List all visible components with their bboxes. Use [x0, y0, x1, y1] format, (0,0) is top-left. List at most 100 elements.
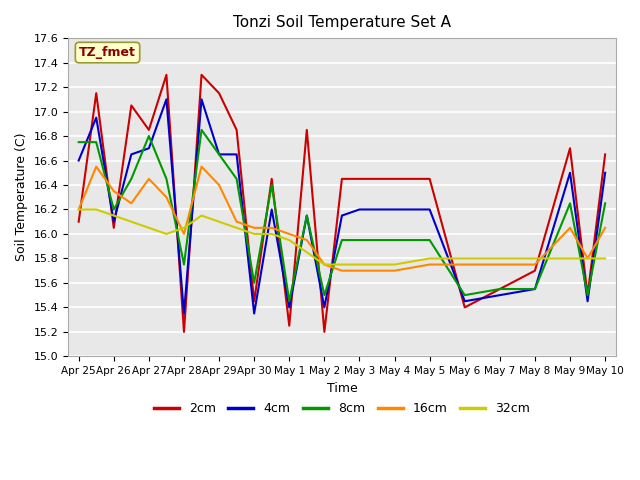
8cm: [303, 213, 310, 218]
4cm: [75, 157, 83, 163]
Line: 16cm: 16cm: [79, 167, 605, 271]
4cm: [461, 299, 468, 304]
2cm: [250, 299, 258, 304]
4cm: [426, 206, 433, 212]
4cm: [127, 152, 135, 157]
2cm: [338, 176, 346, 182]
16cm: [163, 194, 170, 200]
4cm: [531, 286, 539, 292]
4cm: [215, 152, 223, 157]
16cm: [110, 188, 118, 194]
32cm: [566, 255, 574, 261]
32cm: [180, 225, 188, 231]
16cm: [268, 225, 276, 231]
4cm: [250, 311, 258, 316]
16cm: [250, 225, 258, 231]
32cm: [198, 213, 205, 218]
32cm: [356, 262, 364, 267]
8cm: [215, 152, 223, 157]
8cm: [461, 292, 468, 298]
2cm: [461, 304, 468, 310]
32cm: [496, 255, 504, 261]
16cm: [602, 225, 609, 231]
16cm: [198, 164, 205, 169]
8cm: [180, 262, 188, 267]
4cm: [303, 213, 310, 218]
32cm: [268, 231, 276, 237]
4cm: [233, 152, 241, 157]
2cm: [163, 72, 170, 78]
16cm: [496, 262, 504, 267]
4cm: [268, 206, 276, 212]
32cm: [215, 219, 223, 225]
8cm: [602, 201, 609, 206]
16cm: [426, 262, 433, 267]
8cm: [338, 237, 346, 243]
16cm: [145, 176, 153, 182]
8cm: [356, 237, 364, 243]
32cm: [461, 255, 468, 261]
8cm: [250, 280, 258, 286]
8cm: [127, 176, 135, 182]
4cm: [321, 304, 328, 310]
4cm: [584, 299, 591, 304]
4cm: [163, 96, 170, 102]
2cm: [110, 225, 118, 231]
32cm: [338, 262, 346, 267]
16cm: [356, 268, 364, 274]
32cm: [233, 225, 241, 231]
2cm: [531, 268, 539, 274]
32cm: [92, 206, 100, 212]
16cm: [338, 268, 346, 274]
2cm: [92, 90, 100, 96]
4cm: [356, 206, 364, 212]
16cm: [215, 182, 223, 188]
32cm: [303, 250, 310, 255]
4cm: [92, 115, 100, 120]
8cm: [145, 133, 153, 139]
16cm: [531, 262, 539, 267]
8cm: [496, 286, 504, 292]
32cm: [110, 213, 118, 218]
8cm: [198, 127, 205, 133]
16cm: [390, 268, 398, 274]
2cm: [496, 286, 504, 292]
2cm: [584, 292, 591, 298]
4cm: [145, 145, 153, 151]
4cm: [198, 96, 205, 102]
16cm: [285, 231, 293, 237]
8cm: [426, 237, 433, 243]
8cm: [268, 182, 276, 188]
16cm: [303, 237, 310, 243]
32cm: [250, 231, 258, 237]
16cm: [180, 231, 188, 237]
16cm: [75, 206, 83, 212]
2cm: [602, 152, 609, 157]
Y-axis label: Soil Temperature (C): Soil Temperature (C): [15, 133, 28, 262]
4cm: [180, 311, 188, 316]
16cm: [127, 201, 135, 206]
2cm: [145, 127, 153, 133]
32cm: [390, 262, 398, 267]
8cm: [390, 237, 398, 243]
2cm: [215, 90, 223, 96]
2cm: [356, 176, 364, 182]
2cm: [198, 72, 205, 78]
2cm: [285, 323, 293, 329]
2cm: [321, 329, 328, 335]
2cm: [180, 329, 188, 335]
4cm: [285, 304, 293, 310]
Line: 8cm: 8cm: [79, 130, 605, 301]
8cm: [110, 206, 118, 212]
32cm: [75, 206, 83, 212]
X-axis label: Time: Time: [326, 382, 357, 395]
2cm: [303, 127, 310, 133]
32cm: [145, 225, 153, 231]
4cm: [110, 219, 118, 225]
16cm: [321, 262, 328, 267]
16cm: [461, 262, 468, 267]
4cm: [338, 213, 346, 218]
4cm: [566, 170, 574, 176]
Line: 4cm: 4cm: [79, 99, 605, 313]
2cm: [127, 103, 135, 108]
